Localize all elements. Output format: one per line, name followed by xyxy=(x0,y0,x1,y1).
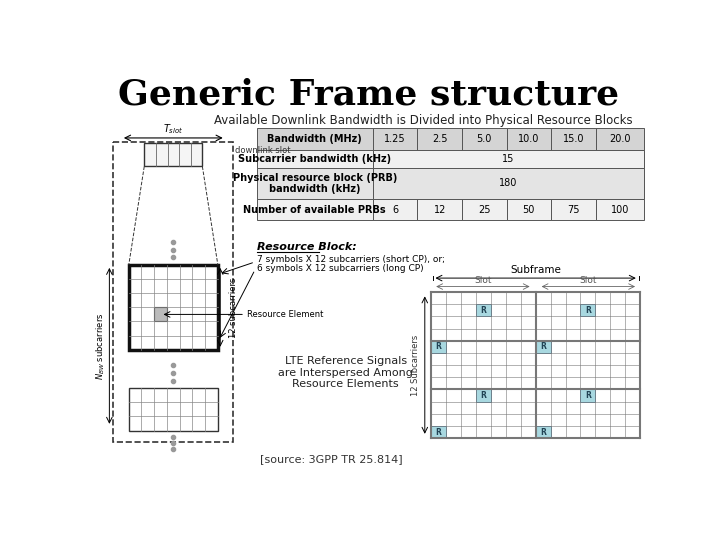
Text: 12 subcarriers: 12 subcarriers xyxy=(229,277,238,338)
Text: Slot: Slot xyxy=(474,276,492,285)
Bar xyxy=(551,199,595,220)
Text: Available Downlink Bandwidth is Divided into Physical Resource Blocks: Available Downlink Bandwidth is Divided … xyxy=(214,114,633,127)
Bar xyxy=(462,150,507,168)
Bar xyxy=(256,199,373,220)
Text: 10.0: 10.0 xyxy=(518,134,539,144)
Text: 1.25: 1.25 xyxy=(384,134,406,144)
Bar xyxy=(476,389,491,402)
Bar xyxy=(418,150,462,168)
Bar xyxy=(113,142,233,442)
Bar xyxy=(476,304,491,316)
Bar xyxy=(373,199,418,220)
Text: 12 Subcarriers: 12 Subcarriers xyxy=(411,334,420,396)
Text: R: R xyxy=(540,342,546,352)
Bar xyxy=(154,307,167,321)
Text: 6: 6 xyxy=(392,205,398,214)
Text: Slot: Slot xyxy=(579,276,597,285)
Text: R: R xyxy=(436,428,441,437)
Text: 15: 15 xyxy=(503,154,515,164)
Bar xyxy=(595,168,644,199)
Text: Resource Block:: Resource Block: xyxy=(256,241,356,252)
Bar xyxy=(507,168,551,199)
Bar xyxy=(418,128,462,150)
Text: $T_{slot}$: $T_{slot}$ xyxy=(163,122,184,136)
Text: 100: 100 xyxy=(611,205,629,214)
Text: R: R xyxy=(585,391,591,400)
Text: [source: 3GPP TR 25.814]: [source: 3GPP TR 25.814] xyxy=(261,454,403,464)
Bar xyxy=(129,388,218,430)
Text: Subcarrier bandwidth (kHz): Subcarrier bandwidth (kHz) xyxy=(238,154,391,164)
Bar xyxy=(373,168,644,199)
Bar xyxy=(144,143,202,166)
Bar xyxy=(256,128,373,150)
Bar xyxy=(373,168,418,199)
Bar xyxy=(536,426,551,438)
Text: R: R xyxy=(585,306,591,315)
Text: 7 symbols X 12 subcarriers (short CP), or;: 7 symbols X 12 subcarriers (short CP), o… xyxy=(256,255,445,264)
Bar xyxy=(507,128,551,150)
Text: 5.0: 5.0 xyxy=(477,134,492,144)
Text: 25: 25 xyxy=(478,205,490,214)
Text: R: R xyxy=(540,428,546,437)
Bar xyxy=(431,426,446,438)
Text: 75: 75 xyxy=(567,205,580,214)
Text: downlink slot: downlink slot xyxy=(235,146,290,156)
Bar xyxy=(580,304,595,316)
Bar xyxy=(418,168,462,199)
Text: R: R xyxy=(480,391,486,400)
Bar xyxy=(462,168,507,199)
Text: 15.0: 15.0 xyxy=(562,134,584,144)
Bar xyxy=(373,150,644,168)
Text: 6 symbols X 12 subcarriers (long CP): 6 symbols X 12 subcarriers (long CP) xyxy=(256,264,423,273)
Bar xyxy=(431,341,446,353)
Text: Number of available PRBs: Number of available PRBs xyxy=(243,205,386,214)
Bar xyxy=(256,168,373,199)
Text: 12: 12 xyxy=(433,205,446,214)
Bar xyxy=(431,292,640,438)
Text: Bandwidth (MHz): Bandwidth (MHz) xyxy=(267,134,362,144)
Bar xyxy=(551,128,595,150)
Text: 2.5: 2.5 xyxy=(432,134,447,144)
Bar xyxy=(431,292,640,438)
Text: Generic Frame structure: Generic Frame structure xyxy=(118,77,620,111)
Bar xyxy=(462,128,507,150)
Text: Physical resource block (PRB)
bandwidth (kHz): Physical resource block (PRB) bandwidth … xyxy=(233,173,397,194)
Bar xyxy=(551,150,595,168)
Text: Resource Element: Resource Element xyxy=(246,310,323,319)
Bar xyxy=(256,150,373,168)
Bar xyxy=(595,128,644,150)
Text: 180: 180 xyxy=(499,178,518,188)
Text: 20.0: 20.0 xyxy=(609,134,631,144)
Text: $N_{BW}$ subcarriers: $N_{BW}$ subcarriers xyxy=(94,312,107,380)
Bar xyxy=(595,150,644,168)
Bar xyxy=(373,150,418,168)
Bar xyxy=(507,150,551,168)
Text: R: R xyxy=(436,342,441,352)
Text: LTE Reference Signals
are Interspersed Among
Resource Elements: LTE Reference Signals are Interspersed A… xyxy=(279,356,413,389)
Bar xyxy=(595,199,644,220)
Text: R: R xyxy=(480,306,486,315)
Bar xyxy=(551,168,595,199)
Bar xyxy=(129,265,218,350)
Bar xyxy=(462,199,507,220)
Text: 50: 50 xyxy=(523,205,535,214)
Bar xyxy=(507,199,551,220)
Bar xyxy=(373,128,418,150)
Text: Subframe: Subframe xyxy=(510,265,561,275)
Bar xyxy=(536,341,551,353)
Bar xyxy=(580,389,595,402)
Bar xyxy=(418,199,462,220)
